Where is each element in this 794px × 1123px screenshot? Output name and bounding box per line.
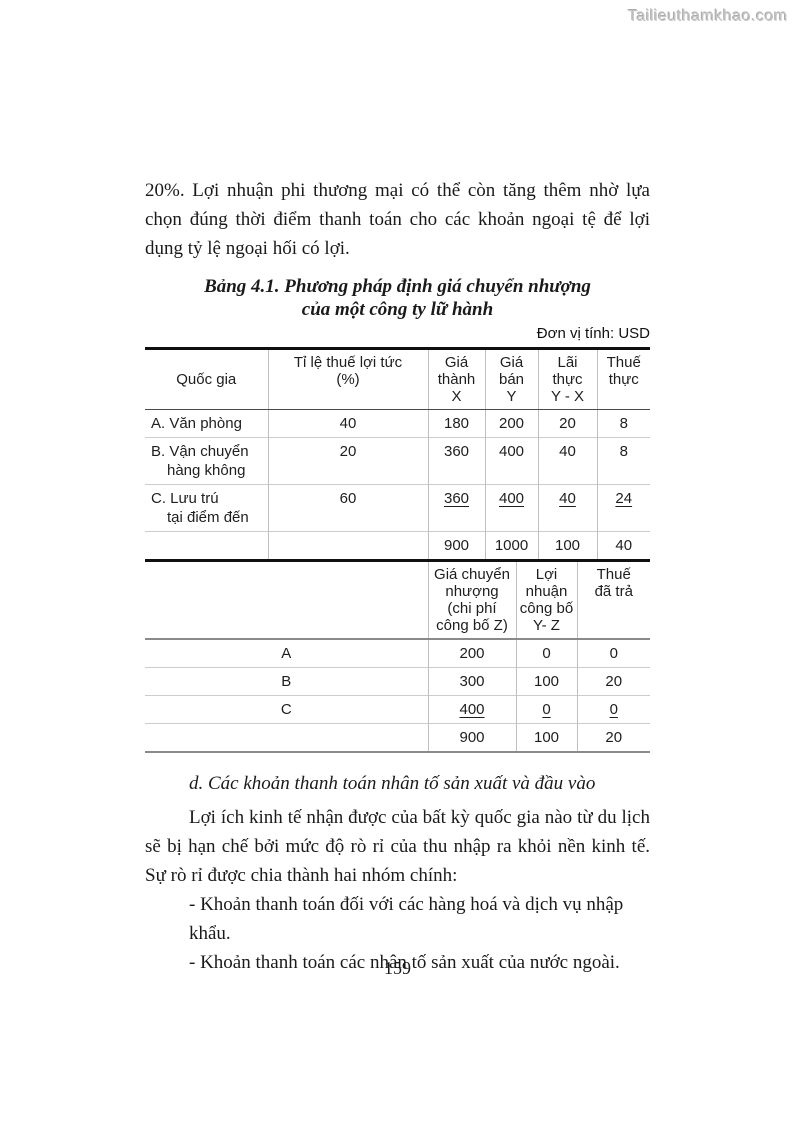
- table-header-row: Giá chuyển nhượng (chi phí công bố Z) Lợ…: [145, 562, 650, 640]
- cell-empty: [145, 723, 428, 752]
- cell-label: C: [145, 695, 428, 724]
- cell-declared-profit: 0: [515, 695, 577, 724]
- cell-total-cost: 900: [427, 531, 485, 561]
- body-paragraph: Lợi ích kinh tế nhận được của bất kỳ quố…: [145, 807, 650, 886]
- cell-transfer: 200: [427, 639, 516, 668]
- header-empty: [145, 562, 428, 640]
- cell-transfer: 400: [427, 695, 516, 724]
- header-declared-profit: Lợi nhuận công bố Y- Z: [515, 562, 577, 640]
- header-tax-rate: Tỉ lệ thuế lợi tức (%): [267, 348, 428, 410]
- cell-profit: 40: [537, 484, 597, 532]
- cell-declared-profit: 0: [515, 639, 577, 668]
- cell-price: 200: [484, 409, 538, 438]
- table-title-line2: của một công ty lữ hành: [301, 299, 494, 320]
- transfer-pricing-table-lower: Giá chuyển nhượng (chi phí công bố Z) Lợ…: [145, 562, 650, 753]
- cell-total-transfer: 900: [427, 723, 516, 752]
- cell-tax: 8: [596, 409, 650, 438]
- cell-declared-profit: 100: [515, 667, 577, 696]
- cell-empty: [145, 531, 268, 561]
- cell-cost: 360: [427, 484, 485, 532]
- header-price-y: Giá bán Y: [484, 348, 538, 410]
- cell-tax-paid: 0: [576, 639, 650, 668]
- cell-price: 400: [484, 437, 538, 485]
- subsection-heading: d. Các khoản thanh toán nhân tố sản xuất…: [189, 773, 596, 794]
- table-row-a: A 200 0 0: [145, 639, 650, 668]
- table-row-b: B. Vận chuyển hàng không 20 360 400 40 8: [145, 437, 650, 485]
- intro-paragraph: 20%. Lợi nhuận phi thương mại có thể còn…: [145, 180, 650, 259]
- cell-profit: 40: [537, 437, 597, 485]
- cell-label: B: [145, 667, 428, 696]
- table-title-line1: Bảng 4.1. Phương pháp định giá chuyển nh…: [204, 276, 591, 297]
- table-row-c: C. Lưu trú tại điểm đến 60 360 400 40 24: [145, 484, 650, 532]
- cell-tax-rate: 40: [267, 409, 428, 438]
- bullet-item: - Khoản thanh toán đối với các hàng hoá …: [189, 894, 624, 944]
- cell-profit: 20: [537, 409, 597, 438]
- page-number: 159: [384, 958, 411, 978]
- cell-tax-rate: 20: [267, 437, 428, 485]
- watermark: Tailieuthamkhao.com: [628, 8, 788, 25]
- header-real-profit: Lãi thực Y - X: [537, 348, 597, 410]
- table-header-row: Quốc gia Tỉ lệ thuế lợi tức (%) Giá thàn…: [145, 348, 650, 410]
- table-title: Bảng 4.1. Phương pháp định giá chuyển nh…: [145, 275, 650, 321]
- cell-tax: 24: [596, 484, 650, 532]
- cell-total-declared-profit: 100: [515, 723, 577, 752]
- transfer-pricing-table-upper: Quốc gia Tỉ lệ thuế lợi tức (%) Giá thàn…: [145, 347, 650, 562]
- cell-total-tax: 40: [596, 531, 650, 561]
- table-total-row: 900 1000 100 40: [145, 531, 650, 561]
- page-content: 20%. Lợi nhuận phi thương mại có thể còn…: [145, 0, 650, 977]
- unit-label: Đơn vị tính: USD: [536, 325, 650, 342]
- cell-transfer: 300: [427, 667, 516, 696]
- bullet-item: - Khoản thanh toán các nhân tố sản xuất …: [189, 952, 620, 973]
- cell-label: A. Văn phòng: [151, 415, 242, 432]
- cell-price: 400: [484, 484, 538, 532]
- header-transfer-price: Giá chuyển nhượng (chi phí công bố Z): [427, 562, 516, 640]
- header-cost-x: Giá thành X: [427, 348, 485, 410]
- cell-cost: 180: [427, 409, 485, 438]
- header-real-tax: Thuế thực: [596, 348, 650, 410]
- header-country: Quốc gia: [145, 348, 268, 410]
- header-tax-paid: Thuế đã trả: [576, 562, 650, 640]
- cell-empty: [267, 531, 428, 561]
- cell-tax-rate: 60: [267, 484, 428, 532]
- cell-tax-paid: 0: [576, 695, 650, 724]
- cell-label: A: [281, 645, 292, 662]
- table-row-b: B 300 100 20: [145, 667, 650, 696]
- cell-label: C. Lưu trú tại điểm đến: [145, 484, 268, 532]
- cell-tax-paid: 20: [576, 667, 650, 696]
- table-total-row: 900 100 20: [145, 723, 650, 752]
- cell-cost: 360: [427, 437, 485, 485]
- cell-total-tax-paid: 20: [576, 723, 650, 752]
- table-row-a: A. Văn phòng 40 180 200 20 8: [145, 409, 650, 438]
- table-row-c: C 400 0 0: [145, 695, 650, 724]
- cell-label: B. Vận chuyển hàng không: [145, 437, 268, 485]
- cell-total-profit: 100: [537, 531, 597, 561]
- cell-total-price: 1000: [484, 531, 538, 561]
- cell-tax: 8: [596, 437, 650, 485]
